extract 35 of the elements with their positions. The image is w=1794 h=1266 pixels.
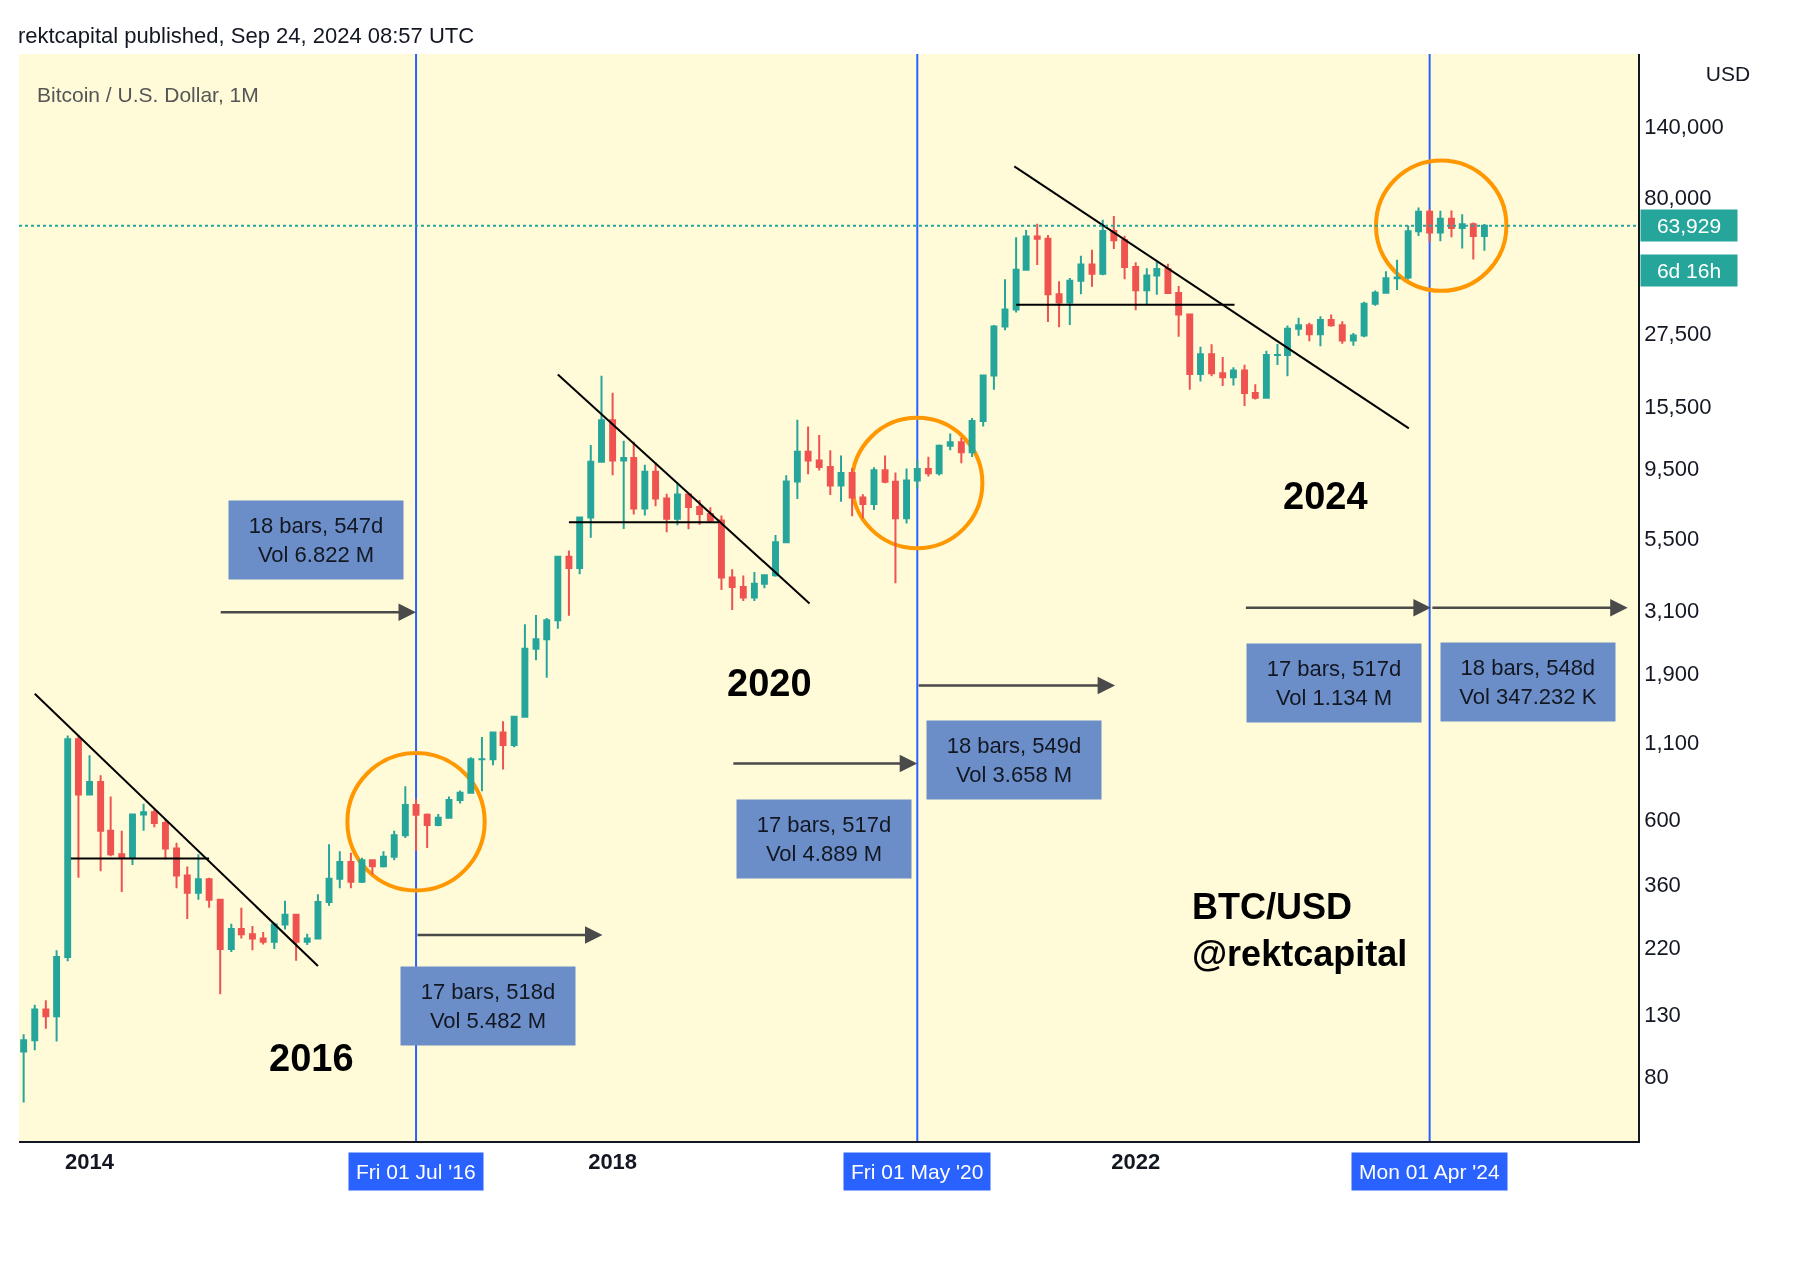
annotation: 2016 bbox=[269, 1037, 354, 1079]
text: Bitcoin / U.S. Dollar, 1M bbox=[37, 83, 259, 106]
annotation: 18 bars, 548d Vol 347.232 K bbox=[1459, 655, 1597, 709]
annotation: 2024 bbox=[1283, 475, 1368, 517]
ref-line-label: Fri 01 May '20 bbox=[851, 1160, 984, 1183]
ref-line-label: 63,929 bbox=[1656, 214, 1722, 237]
y-tick-label: 3,100 bbox=[1644, 598, 1700, 624]
annotation: 17 bars, 517d Vol 1.134 M bbox=[1266, 656, 1402, 710]
y-tick-label: 220 bbox=[1644, 935, 1681, 961]
y-tick-label: 5,500 bbox=[1644, 525, 1700, 551]
annotation: 17 bars, 518d Vol 5.482 M bbox=[420, 979, 556, 1033]
y-tick-label: 27,500 bbox=[1644, 320, 1712, 346]
annotation: 18 bars, 549d Vol 3.658 M bbox=[946, 733, 1082, 787]
y-tick-label: 140,000 bbox=[1644, 113, 1724, 139]
text: 6d 16h bbox=[1656, 259, 1722, 282]
text: USD bbox=[1705, 62, 1751, 85]
annotation: 2020 bbox=[727, 662, 812, 704]
y-tick-label: 9,500 bbox=[1644, 455, 1700, 481]
y-tick-label: 360 bbox=[1644, 872, 1681, 898]
y-tick-label: 1,900 bbox=[1644, 660, 1700, 686]
x-tick-label: 2022 bbox=[1111, 1149, 1161, 1175]
x-tick-label: 2018 bbox=[588, 1149, 638, 1175]
annotation: 17 bars, 517d Vol 4.889 M bbox=[756, 812, 892, 866]
y-tick-label: 600 bbox=[1644, 807, 1681, 833]
y-tick-label: 15,500 bbox=[1644, 393, 1712, 419]
ref-line-label: Mon 01 Apr '24 bbox=[1359, 1160, 1500, 1183]
annotation: BTC/USD @rektcapital bbox=[1192, 886, 1408, 974]
x-tick-label: 2014 bbox=[65, 1149, 115, 1175]
chart-title: rektcapital published, Sep 24, 2024 08:57 UTC bbox=[17, 22, 475, 48]
annotation: 18 bars, 547d Vol 6.822 M bbox=[248, 513, 384, 567]
y-tick-label: 80 bbox=[1644, 1063, 1669, 1089]
y-tick-label: 80,000 bbox=[1644, 184, 1712, 210]
y-tick-label: 130 bbox=[1644, 1001, 1681, 1027]
ref-line-label: Fri 01 Jul '16 bbox=[356, 1160, 476, 1183]
y-tick-label: 1,100 bbox=[1644, 730, 1700, 756]
